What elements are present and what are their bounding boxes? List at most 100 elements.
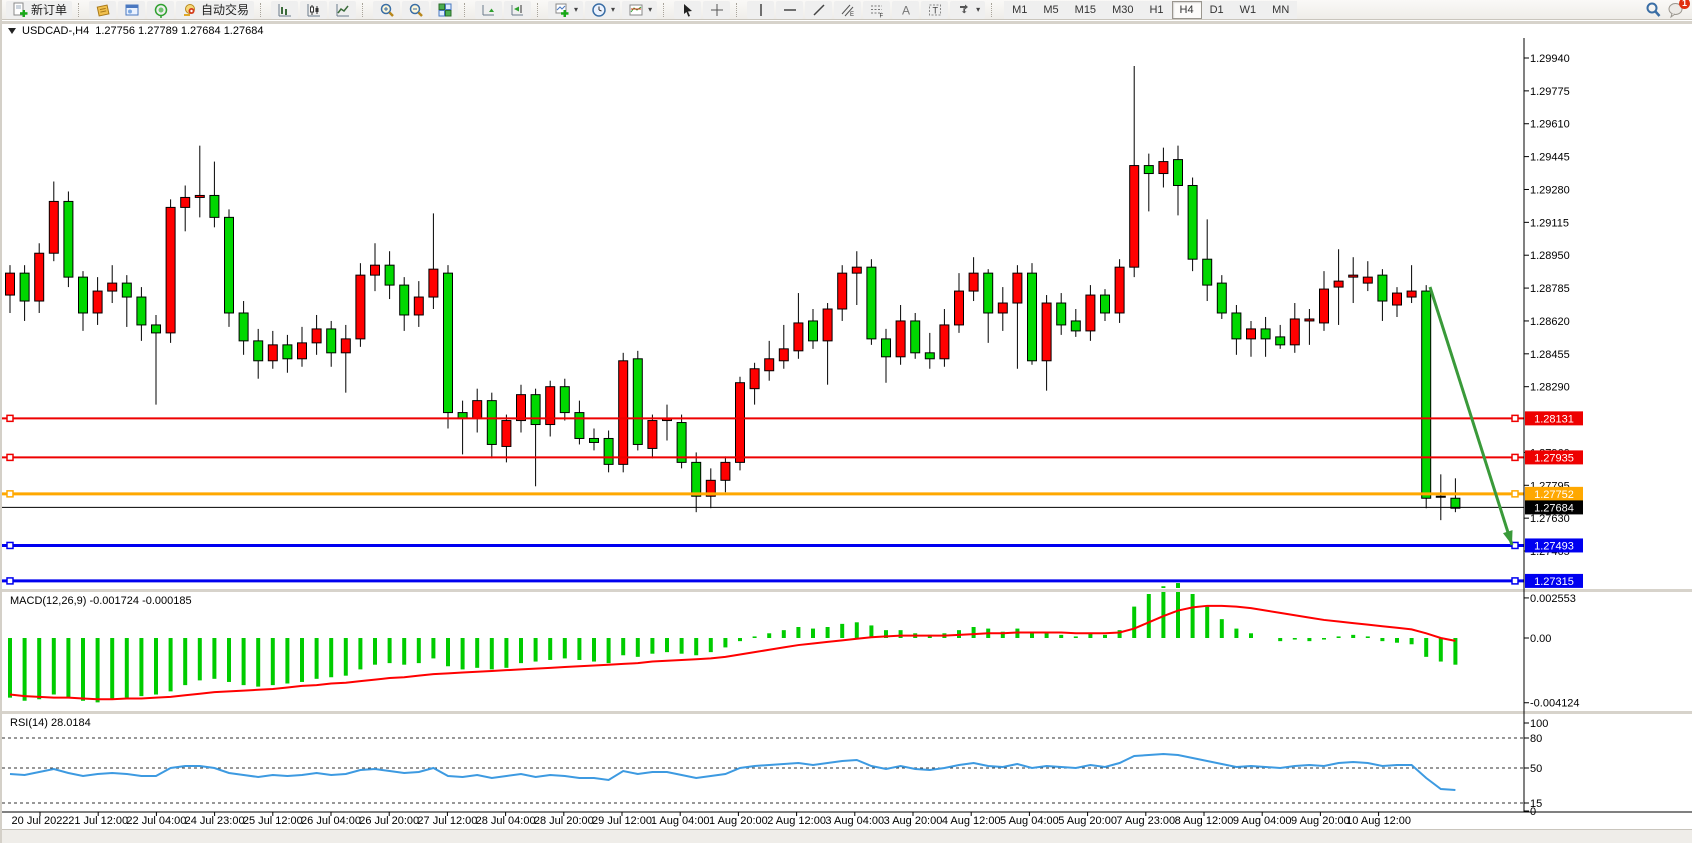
zoom-out-button[interactable] [402, 0, 430, 19]
trendline-tool-button[interactable] [805, 0, 833, 19]
candle-bull [939, 324, 950, 360]
candle-bull [822, 308, 833, 342]
trend-arrow-line[interactable] [1428, 286, 1514, 546]
candle-bear [486, 400, 497, 445]
auto-scroll-button[interactable] [475, 0, 503, 19]
horizontal-line-tool-button[interactable] [776, 0, 804, 19]
rsi-panel[interactable] [2, 714, 1692, 812]
candle-bear [1216, 282, 1227, 314]
candle-bull [34, 252, 45, 302]
line-anchor[interactable] [6, 541, 14, 550]
horizontal-line-object[interactable] [2, 541, 1524, 550]
new-chart-dropdown[interactable]: ▾ [548, 0, 584, 19]
candle-bear [530, 394, 541, 426]
fibonacci-tool-button[interactable]: F [863, 0, 891, 19]
time-tick-label: 1 Aug 20:00 [709, 815, 768, 827]
line-chart-icon [334, 2, 351, 18]
label-tool-button[interactable]: T [921, 0, 949, 19]
trend-arrow-object[interactable] [1428, 286, 1514, 546]
autotrading-button[interactable]: 自动交易 [176, 0, 255, 19]
candle-bull [1392, 292, 1402, 306]
text-tool-button[interactable]: A [892, 0, 920, 19]
notifications-icon[interactable]: 1 [1667, 0, 1690, 18]
panel-separator[interactable] [2, 588, 1692, 592]
timeframe-button-m5[interactable]: M5 [1035, 0, 1067, 19]
chevron-down-icon: ▾ [648, 5, 653, 14]
horizontal-line-object[interactable] [2, 414, 1524, 423]
chart-ohlc-values: 1.27756 1.27789 1.27684 1.27684 [95, 25, 264, 37]
market-watch-button[interactable] [89, 0, 117, 19]
timeframe-button-h1[interactable]: H1 [1141, 0, 1172, 19]
candle-bear [676, 422, 687, 463]
arrows-dropdown[interactable]: ▾ [950, 0, 986, 19]
channel-tool-button[interactable]: E [834, 0, 862, 19]
candle-bull [165, 206, 176, 334]
candlestick-mode-button[interactable] [300, 0, 328, 19]
line-anchor[interactable] [1511, 577, 1519, 585]
macd-panel[interactable] [2, 592, 1692, 710]
svg-text:F: F [879, 13, 883, 18]
candle-bull [48, 200, 59, 254]
price-badge-label: 1.27493 [1534, 540, 1574, 552]
candle-bear [983, 272, 994, 314]
horizontal-line-object[interactable] [2, 453, 1524, 462]
price-badge-label: 1.27752 [1534, 489, 1574, 501]
macd-axis-label: -0.004124 [1530, 698, 1580, 710]
text-icon: A [897, 2, 914, 18]
timeframe-button-h4[interactable]: H4 [1171, 0, 1202, 19]
chart-shift-button[interactable] [504, 0, 532, 19]
price-badge-bg [1525, 538, 1583, 553]
line-anchor[interactable] [6, 453, 14, 462]
timeframe-button-mn[interactable]: MN [1264, 0, 1298, 19]
candle-bear [1421, 290, 1432, 499]
timeframe-button-m1[interactable]: M1 [1004, 0, 1036, 19]
candle-bull [1129, 165, 1140, 268]
search-icon[interactable] [1644, 2, 1661, 18]
candle-bull [1362, 276, 1373, 284]
timeframe-button-d1[interactable]: D1 [1201, 0, 1232, 19]
main-chart-panel[interactable] [2, 38, 1692, 588]
time-tick-label: 10 Aug 12:00 [1346, 815, 1411, 827]
line-anchor[interactable] [1511, 490, 1519, 498]
main-toolbar: 新订单 自动交易 [2, 0, 1692, 20]
price-tick-label: 1.29280 [1530, 184, 1570, 196]
toolbar-separator [537, 2, 542, 17]
cursor-tool-button[interactable] [674, 0, 702, 19]
navigator-button[interactable] [147, 0, 175, 19]
line-anchor[interactable] [1511, 414, 1519, 423]
crosshair-tool-button[interactable] [703, 0, 731, 19]
line-anchor[interactable] [6, 577, 14, 585]
chart-menu-triangle-icon[interactable] [8, 28, 16, 34]
period-dropdown[interactable]: ▾ [585, 0, 621, 19]
panel-separator[interactable] [2, 710, 1692, 714]
zoom-in-button[interactable] [373, 0, 401, 19]
timeframe-button-m15[interactable]: M15 [1066, 0, 1105, 19]
timeframe-button-m30[interactable]: M30 [1104, 0, 1142, 19]
new-order-button[interactable]: 新订单 [6, 0, 73, 19]
bar-chart-mode-button[interactable] [271, 0, 299, 19]
price-badge-label: 1.27315 [1534, 576, 1574, 588]
data-window-button[interactable] [118, 0, 146, 19]
macd-indicator: MACD(12,26,9) -0.001724 -0.000185 0.00255… [8, 583, 1580, 710]
tile-windows-button[interactable] [431, 0, 459, 19]
horizontal-line-object[interactable] [2, 577, 1524, 585]
price-tick-label: 1.28950 [1530, 250, 1570, 262]
vertical-line-tool-button[interactable] [747, 0, 775, 19]
line-anchor[interactable] [1511, 541, 1519, 550]
candle-bear [1100, 294, 1110, 314]
price-badge-label: 1.27935 [1534, 452, 1574, 464]
trendline-icon [810, 2, 827, 18]
horizontal-line-object[interactable] [2, 490, 1524, 498]
line-anchor[interactable] [1511, 453, 1519, 462]
line-chart-mode-button[interactable] [329, 0, 357, 19]
line-anchor[interactable] [6, 490, 14, 498]
template-dropdown[interactable]: ▾ [622, 0, 658, 19]
chart-symbol-period: USDCAD-,H4 [22, 25, 90, 37]
line-anchor[interactable] [6, 414, 14, 423]
status-bar [2, 829, 1692, 843]
candle-bear [1260, 328, 1271, 340]
horizontal-line-icon [781, 2, 798, 18]
timeframe-button-w1[interactable]: W1 [1231, 0, 1265, 19]
